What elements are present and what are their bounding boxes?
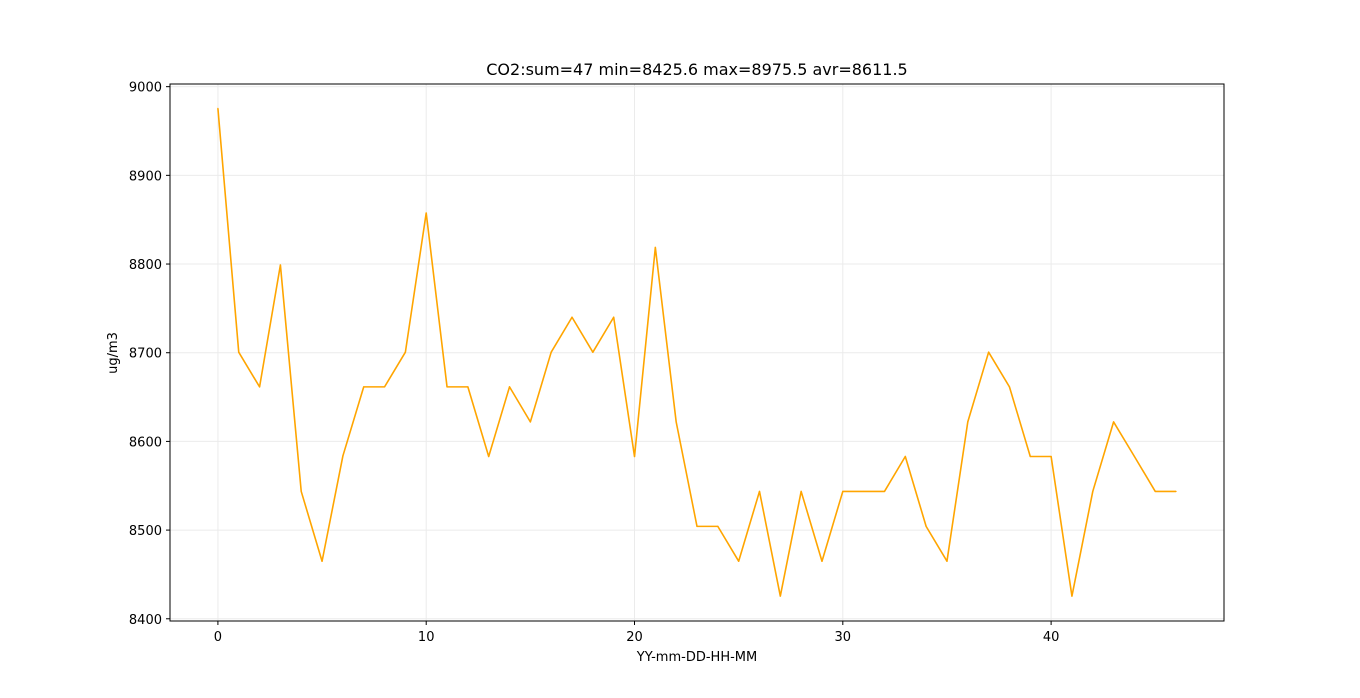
y-tick-label: 8800 [129, 258, 162, 273]
data-point [550, 351, 552, 353]
data-point [383, 386, 386, 388]
data-point [321, 560, 323, 562]
data-point [1133, 455, 1136, 458]
data-point [883, 490, 886, 493]
data-point [1154, 490, 1156, 493]
data-point [821, 560, 823, 562]
y-tick-label: 8900 [129, 169, 162, 184]
data-point [300, 490, 302, 493]
chart-title: CO2:sum=47 min=8425.6 max=8975.5 avr=861… [486, 60, 907, 79]
y-tick-label: 9000 [129, 81, 162, 96]
data-point [592, 351, 594, 353]
data-point [717, 525, 719, 527]
data-point [758, 490, 761, 493]
data-point [571, 316, 573, 318]
data-point [967, 421, 969, 423]
data-point [1071, 595, 1073, 597]
y-tick-label: 8700 [129, 347, 162, 362]
data-point [675, 421, 677, 423]
data-point [863, 490, 865, 493]
data-point [446, 386, 448, 388]
y-tick-label: 8600 [129, 435, 162, 450]
data-point [738, 560, 740, 562]
y-tick-label: 8400 [129, 613, 162, 628]
data-point [696, 525, 698, 527]
data-point [342, 455, 344, 457]
y-axis-label: ug/m3 [106, 332, 121, 374]
data-point [279, 264, 281, 266]
data-point [217, 107, 219, 109]
data-point [1008, 386, 1011, 388]
data-point [988, 351, 990, 353]
data-point [633, 455, 636, 458]
x-axis: 0 10 20 30 40 [214, 621, 1060, 645]
data-point [508, 386, 511, 388]
data-point [925, 525, 927, 527]
data-point [946, 560, 948, 562]
x-tick-label: 0 [214, 630, 222, 645]
data-point [363, 386, 365, 388]
x-tick-label: 20 [626, 630, 643, 645]
data-point [1092, 490, 1094, 493]
data-point [404, 351, 406, 353]
data-point [529, 421, 531, 423]
x-axis-label: YY-mm-DD-HH-MM [636, 650, 757, 665]
data-point [1175, 490, 1177, 493]
data-point [488, 455, 490, 458]
data-point [425, 212, 427, 214]
y-tick-label: 8500 [129, 524, 162, 539]
data-point [467, 386, 469, 388]
data-point [842, 490, 844, 493]
y-axis: 8400 8500 8600 8700 8800 8900 9000 [129, 81, 170, 628]
x-tick-label: 30 [835, 630, 852, 645]
data-point [1029, 455, 1031, 458]
x-tick-label: 40 [1043, 630, 1060, 645]
data-point [1113, 421, 1115, 423]
data-point [800, 490, 802, 493]
data-point [904, 455, 906, 458]
data-point [238, 351, 240, 353]
x-tick-label: 10 [418, 630, 435, 645]
grid [170, 84, 1224, 621]
data-point [779, 595, 781, 597]
data-point [613, 316, 615, 318]
data-point [1050, 455, 1052, 458]
data-point [654, 246, 656, 249]
data-point [258, 386, 261, 388]
series-layer [217, 107, 1177, 597]
